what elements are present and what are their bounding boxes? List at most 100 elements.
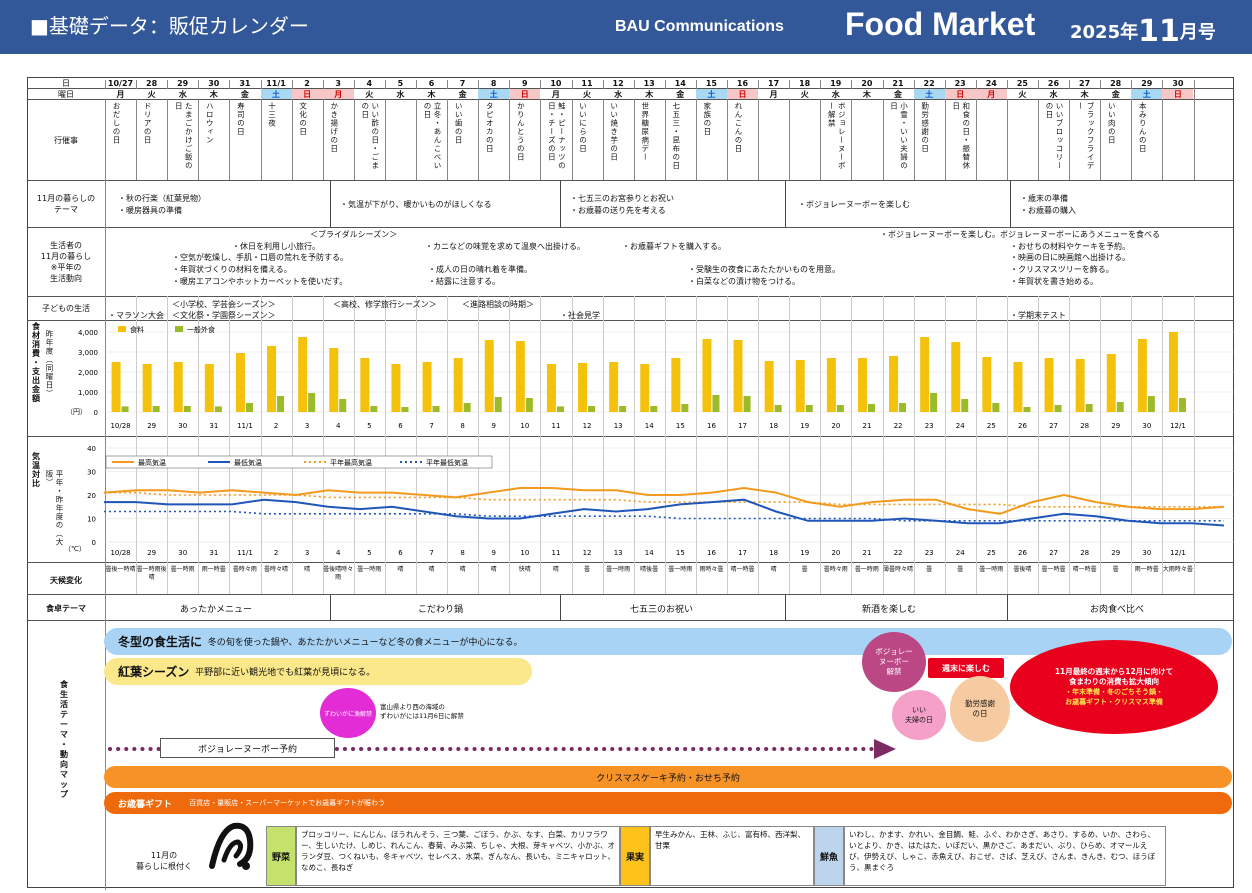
- eatout-bar: [1054, 405, 1062, 412]
- row-label-food-map: 食 生 活 テ ー マ ・ 動 向 マ ッ プ: [60, 680, 68, 799]
- spend-xtick: 4: [336, 422, 341, 430]
- spend-xtick: 14: [645, 422, 654, 430]
- row-label-events: 行催事: [54, 135, 78, 145]
- food-bar: [360, 358, 370, 412]
- eatout-bar: [712, 395, 720, 412]
- temp-xtick: 28: [1080, 549, 1089, 557]
- column-divider: [478, 296, 480, 594]
- food-bar: [640, 364, 650, 412]
- spend-xtick: 3: [305, 422, 309, 430]
- consumer-note: ・カニなどの味覚を求めて温泉へ出掛ける。: [425, 242, 585, 251]
- row-divider: [27, 562, 1234, 563]
- eatout-bar: [743, 396, 751, 412]
- eatout-bar: [308, 393, 316, 412]
- date-cell: 2: [304, 79, 310, 88]
- eatout-bar: [650, 406, 658, 412]
- weekday-cell: 木: [633, 89, 665, 99]
- weekday-cell: 金: [664, 89, 696, 99]
- beaujolais-dotted-arrow: [108, 739, 896, 759]
- spend-xtick: 30: [178, 422, 187, 430]
- column-divider: [416, 296, 417, 594]
- column-divider: [695, 80, 697, 180]
- eatout-bar: [121, 406, 129, 412]
- event-label: ドリアの日: [143, 102, 153, 145]
- food-bar: [1168, 332, 1178, 412]
- spend-xtick: 12/1: [1170, 422, 1186, 430]
- temp-xtick: 11: [551, 549, 560, 557]
- spend-xtick: 11/1: [237, 422, 253, 430]
- spend-unit: （円）: [66, 408, 87, 416]
- column-divider: [944, 296, 946, 594]
- temp-ytick: 20: [87, 492, 96, 500]
- temp-xtick: 8: [460, 549, 464, 557]
- column-divider: [975, 80, 977, 180]
- column-divider: [1038, 80, 1039, 180]
- weather-cell: 曇一時曇: [1041, 566, 1066, 573]
- spend-xtick: 29: [1111, 422, 1120, 430]
- date-cell: 14: [674, 79, 686, 88]
- consumer-note: ・空気が乾燥し、手肌・口唇の荒れを予防する。: [172, 253, 348, 262]
- event-label: おだしの日: [112, 102, 121, 145]
- column-divider: [1162, 296, 1164, 594]
- crab-season-circle: ずわいがに漁解禁: [320, 688, 376, 738]
- crab-note: 富山県より西の海域の ずわいがには11月6日に解禁: [380, 703, 464, 720]
- column-divider: [820, 296, 822, 594]
- weather-cell: 曇: [801, 566, 808, 573]
- event-label: かりんとうの日: [516, 102, 526, 162]
- date-cell: 6: [428, 79, 435, 88]
- spend-xtick: 31: [209, 422, 218, 430]
- temp-xtick: 14: [645, 549, 654, 557]
- row-label-kids: 子どもの生活: [42, 303, 90, 313]
- weather-cell: 曇一時雨: [979, 566, 1004, 573]
- spend-xtick: 21: [862, 422, 871, 430]
- weather-cell: 晴: [428, 566, 435, 573]
- weekday-cell: 木: [1069, 89, 1101, 99]
- food-bar: [826, 358, 836, 412]
- weather-cell: 晴後曇: [640, 566, 659, 573]
- column-divider: [664, 296, 666, 594]
- column-divider: [509, 296, 511, 594]
- eatout-bar: [836, 405, 844, 412]
- food-bar: [515, 341, 525, 412]
- weekday-cell: 火: [353, 89, 385, 99]
- food-bar: [1075, 359, 1085, 412]
- kids-note: ・マラソン大会: [108, 311, 164, 320]
- consumer-note: ・お歳暮ギフトを購入する。: [622, 242, 726, 251]
- food-bar: [857, 358, 867, 412]
- weather-cell: 曇後晴時々雨: [323, 566, 354, 581]
- food-bar: [204, 364, 214, 412]
- column-divider: [1100, 80, 1102, 180]
- spend-xtick: 6: [398, 422, 403, 430]
- kids-note: ・学期末テスト: [1010, 311, 1066, 320]
- event-label: タピオカの日: [485, 102, 495, 153]
- date-cell: 28: [1110, 79, 1122, 88]
- food-bar: [671, 358, 681, 412]
- row-divider: [27, 227, 1234, 228]
- date-cell: 4: [366, 79, 373, 88]
- theme-divider: [1007, 595, 1008, 621]
- temp-xtick: 10/28: [110, 549, 130, 557]
- event-label: ボジョレーヌーボー解禁: [827, 102, 847, 170]
- date-cell: 30: [208, 79, 220, 88]
- food-bar: [546, 364, 556, 412]
- column-divider: [727, 296, 728, 594]
- weekday-cell: 金: [447, 89, 479, 99]
- food-bar: [733, 340, 743, 412]
- theme-3: ・七五三のお宮参りとお祝い ・お歳暮の送り先を考える: [570, 194, 674, 215]
- row-label-spend-sub: 昨年度（同曜日）: [45, 330, 54, 398]
- event-label: 本みりんの日: [1138, 102, 1148, 153]
- eatout-bar: [370, 406, 378, 412]
- weather-cell: 晴: [459, 566, 466, 573]
- event-label: たまごかけご飯の日: [174, 102, 194, 170]
- temp-xtick: 12/1: [1170, 549, 1186, 557]
- temp-xtick: 30: [1142, 549, 1151, 557]
- temp-legend-label: 最高気温: [138, 458, 166, 467]
- weekday-cell: 金: [1100, 89, 1132, 99]
- column-divider: [260, 296, 262, 594]
- temp-xtick: 12: [583, 549, 592, 557]
- kids-note: ＜文化祭・学園祭シーズン＞: [172, 311, 276, 320]
- theme-1: ・秋の行楽（紅葉見物） ・暖房器具の準備: [118, 194, 206, 215]
- event-label: 和食の日・振替休日: [951, 102, 971, 170]
- temp-xtick: 13: [614, 549, 623, 557]
